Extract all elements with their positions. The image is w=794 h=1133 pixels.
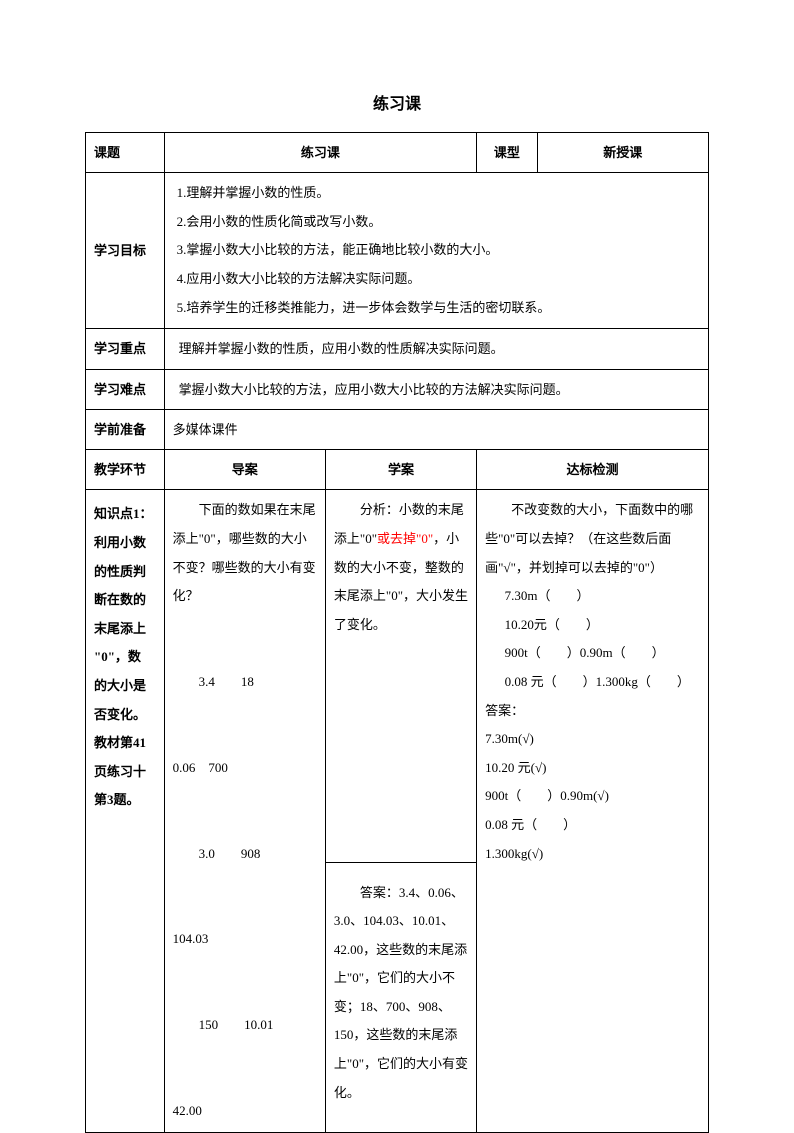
page-title: 练习课 (85, 90, 709, 114)
goal-item: 2.会用小数的性质化简或改写小数。 (177, 208, 700, 237)
dabiao-item: 0.08 元（ ）1.300kg（ ） (505, 668, 700, 697)
dabiao-item: 10.20元（ ） (505, 611, 700, 640)
segment-header: 教学环节 (86, 450, 165, 490)
sidebar-text: 知识点1： 利用小数 的性质判 断在数的 末尾添上 "0"，数 的大小是 否变化… (94, 500, 156, 815)
goals-label: 学习目标 (86, 173, 165, 329)
goal-item: 1.理解并掌握小数的性质。 (177, 179, 700, 208)
num-line: 42.00 (173, 1097, 317, 1126)
lesson-table: 课题 练习课 课型 新授课 学习目标 1.理解并掌握小数的性质。 2.会用小数的… (85, 132, 709, 1133)
xuean-top: 分析：小数的末尾添上"0"或去掉"0"，小数的大小不变，整数的末尾添上"0"，大… (325, 490, 476, 862)
xuean-answer: 答案：3.4、0.06、3.0、104.03、10.01、42.00，这些数的末… (334, 869, 468, 1108)
goals-content: 1.理解并掌握小数的性质。 2.会用小数的性质化简或改写小数。 3.掌握小数大小… (164, 173, 708, 329)
num-line: 3.0 908 (199, 840, 317, 869)
dabiao-content: 不改变数的大小，下面数中的哪些"0"可以去掉？（在这些数后面画"√"，并划掉可以… (477, 490, 709, 1132)
dabiao-answer: 10.20 元(√) (485, 754, 700, 783)
daoan-intro: 下面的数如果在末尾添上"0"，哪些数的大小不变？哪些数的大小有变化？ (173, 496, 317, 610)
kexing-value: 新授课 (537, 133, 708, 173)
knowledge-point-sidebar: 知识点1： 利用小数 的性质判 断在数的 末尾添上 "0"，数 的大小是 否变化… (86, 490, 165, 1132)
keti-label: 课题 (86, 133, 165, 173)
daoan-content: 下面的数如果在末尾添上"0"，哪些数的大小不变？哪些数的大小有变化？ 3.4 1… (164, 490, 325, 1132)
difficulty-label: 学习难点 (86, 369, 165, 409)
num-line: 104.03 (173, 925, 317, 954)
dabiao-answer: 0.08 元（ ） (485, 811, 700, 840)
dabiao-answer: 900t（ ）0.90m(√) (485, 782, 700, 811)
difficulty-value: 掌握小数大小比较的方法，应用小数大小比较的方法解决实际问题。 (164, 369, 708, 409)
xuean-analysis: 分析：小数的末尾添上"0"或去掉"0"，小数的大小不变，整数的末尾添上"0"，大… (334, 502, 468, 631)
dabiao-answer: 7.30m(√) (485, 725, 700, 754)
num-line: 3.4 18 (199, 668, 317, 697)
goal-item: 4.应用小数大小比较的方法解决实际问题。 (177, 265, 700, 294)
dabiao-item: 7.30m（ ） (505, 582, 700, 611)
keypoint-label: 学习重点 (86, 329, 165, 369)
dabiao-header: 达标检测 (477, 450, 709, 490)
red-text: 或去掉"0" (377, 531, 433, 546)
dabiao-answer: 1.300kg(√) (485, 840, 700, 869)
goal-item: 5.培养学生的迁移类推能力，进一步体会数学与生活的密切联系。 (177, 294, 700, 323)
xuean-bottom: 答案：3.4、0.06、3.0、104.03、10.01、42.00，这些数的末… (325, 862, 476, 1132)
prep-label: 学前准备 (86, 409, 165, 449)
xuean-header: 学案 (325, 450, 476, 490)
num-line: 150 10.01 (199, 1011, 317, 1040)
answer-label: 答案： (485, 697, 700, 726)
keti-value: 练习课 (164, 133, 477, 173)
keypoint-value: 理解并掌握小数的性质，应用小数的性质解决实际问题。 (164, 329, 708, 369)
kexing-label: 课型 (477, 133, 537, 173)
daoan-header: 导案 (164, 450, 325, 490)
prep-value: 多媒体课件 (164, 409, 708, 449)
dabiao-item: 900t（ ）0.90m（ ） (505, 639, 700, 668)
goal-item: 3.掌握小数大小比较的方法，能正确地比较小数的大小。 (177, 236, 700, 265)
dabiao-intro: 不改变数的大小，下面数中的哪些"0"可以去掉？（在这些数后面画"√"，并划掉可以… (485, 496, 700, 582)
num-line: 0.06 700 (173, 754, 317, 783)
